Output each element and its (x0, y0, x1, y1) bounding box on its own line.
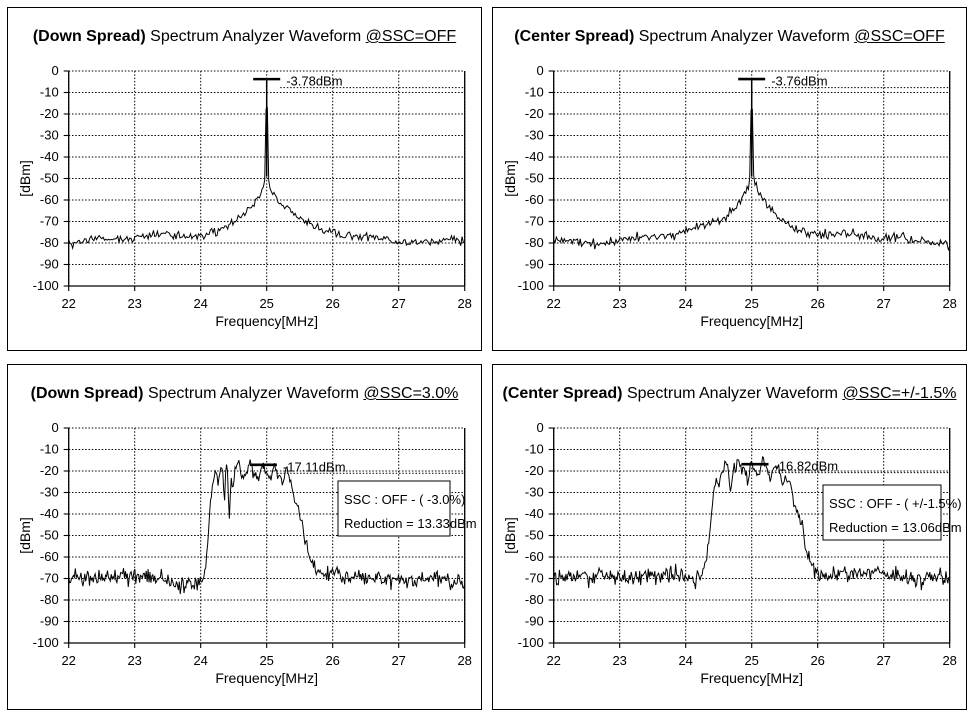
svg-text:Reduction = 13.06dBm: Reduction = 13.06dBm (829, 520, 962, 535)
svg-text:-40: -40 (525, 506, 544, 521)
svg-text:24: 24 (193, 653, 207, 668)
svg-text:-90: -90 (40, 614, 59, 629)
svg-text:-40: -40 (40, 149, 59, 164)
svg-text:0: 0 (51, 63, 58, 78)
svg-text:[dBm]: [dBm] (17, 517, 33, 554)
svg-text:-30: -30 (525, 128, 544, 143)
svg-text:22: 22 (546, 296, 560, 311)
svg-text:26: 26 (810, 653, 824, 668)
svg-text:-100: -100 (518, 278, 544, 293)
svg-text:28: 28 (942, 296, 956, 311)
svg-text:24: 24 (678, 296, 692, 311)
svg-text:SSC : OFF - ( -3.0%): SSC : OFF - ( -3.0%) (344, 492, 465, 507)
svg-text:-20: -20 (40, 463, 59, 478)
svg-text:-16.82dBm: -16.82dBm (775, 459, 839, 474)
svg-text:26: 26 (325, 296, 339, 311)
svg-text:-50: -50 (525, 171, 544, 186)
svg-text:25: 25 (744, 296, 758, 311)
svg-text:23: 23 (127, 653, 141, 668)
svg-text:0: 0 (51, 420, 58, 435)
svg-text:-80: -80 (525, 235, 544, 250)
svg-text:-60: -60 (40, 549, 59, 564)
svg-text:-30: -30 (40, 485, 59, 500)
svg-text:-20: -20 (525, 106, 544, 121)
svg-text:-60: -60 (525, 549, 544, 564)
svg-text:-10: -10 (525, 85, 544, 100)
svg-text:[dBm]: [dBm] (17, 160, 33, 197)
svg-text:-17.11dBm: -17.11dBm (283, 459, 346, 474)
svg-text:-100: -100 (518, 635, 544, 650)
svg-text:[dBm]: [dBm] (502, 517, 518, 554)
svg-text:-80: -80 (40, 235, 59, 250)
svg-text:-90: -90 (525, 614, 544, 629)
svg-text:23: 23 (612, 653, 626, 668)
svg-text:-10: -10 (525, 442, 544, 457)
svg-text:-10: -10 (40, 85, 59, 100)
svg-text:-3.76dBm: -3.76dBm (771, 74, 827, 89)
svg-text:25: 25 (259, 296, 273, 311)
svg-text:SSC : OFF - ( +/-1.5%): SSC : OFF - ( +/-1.5%) (829, 496, 962, 511)
svg-text:Frequency[MHz]: Frequency[MHz] (215, 313, 318, 329)
svg-text:-90: -90 (525, 257, 544, 272)
svg-text:Frequency[MHz]: Frequency[MHz] (700, 313, 803, 329)
svg-text:23: 23 (612, 296, 626, 311)
svg-text:-20: -20 (525, 463, 544, 478)
svg-text:-50: -50 (40, 171, 59, 186)
svg-text:-90: -90 (40, 257, 59, 272)
svg-text:0: 0 (536, 420, 543, 435)
svg-text:-70: -70 (40, 214, 59, 229)
svg-text:-60: -60 (525, 192, 544, 207)
svg-text:-100: -100 (33, 635, 59, 650)
svg-text:26: 26 (810, 296, 824, 311)
svg-text:27: 27 (876, 296, 890, 311)
svg-text:24: 24 (678, 653, 692, 668)
svg-text:-70: -70 (525, 571, 544, 586)
svg-text:Reduction = 13.33dBm: Reduction = 13.33dBm (344, 516, 477, 531)
svg-text:[dBm]: [dBm] (502, 160, 518, 197)
svg-text:-30: -30 (40, 128, 59, 143)
svg-text:28: 28 (457, 296, 471, 311)
svg-text:-10: -10 (40, 442, 59, 457)
svg-text:-40: -40 (525, 149, 544, 164)
svg-text:24: 24 (193, 296, 207, 311)
svg-text:-3.78dBm: -3.78dBm (286, 74, 342, 89)
svg-text:-70: -70 (525, 214, 544, 229)
svg-text:-60: -60 (40, 192, 59, 207)
svg-text:-70: -70 (40, 571, 59, 586)
svg-text:-100: -100 (33, 278, 59, 293)
svg-text:-20: -20 (40, 106, 59, 121)
svg-text:0: 0 (536, 63, 543, 78)
svg-text:22: 22 (546, 653, 560, 668)
svg-text:27: 27 (876, 653, 890, 668)
svg-text:Frequency[MHz]: Frequency[MHz] (700, 670, 803, 686)
svg-text:27: 27 (391, 653, 405, 668)
svg-text:27: 27 (391, 296, 405, 311)
svg-text:-80: -80 (525, 592, 544, 607)
svg-text:-80: -80 (40, 592, 59, 607)
svg-text:-40: -40 (40, 506, 59, 521)
svg-text:22: 22 (61, 296, 75, 311)
svg-text:25: 25 (259, 653, 273, 668)
svg-text:28: 28 (942, 653, 956, 668)
svg-text:Frequency[MHz]: Frequency[MHz] (215, 670, 318, 686)
svg-text:26: 26 (325, 653, 339, 668)
svg-text:-50: -50 (40, 528, 59, 543)
svg-text:22: 22 (61, 653, 75, 668)
svg-text:-50: -50 (525, 528, 544, 543)
svg-text:28: 28 (457, 653, 471, 668)
svg-text:23: 23 (127, 296, 141, 311)
svg-text:25: 25 (744, 653, 758, 668)
svg-text:-30: -30 (525, 485, 544, 500)
